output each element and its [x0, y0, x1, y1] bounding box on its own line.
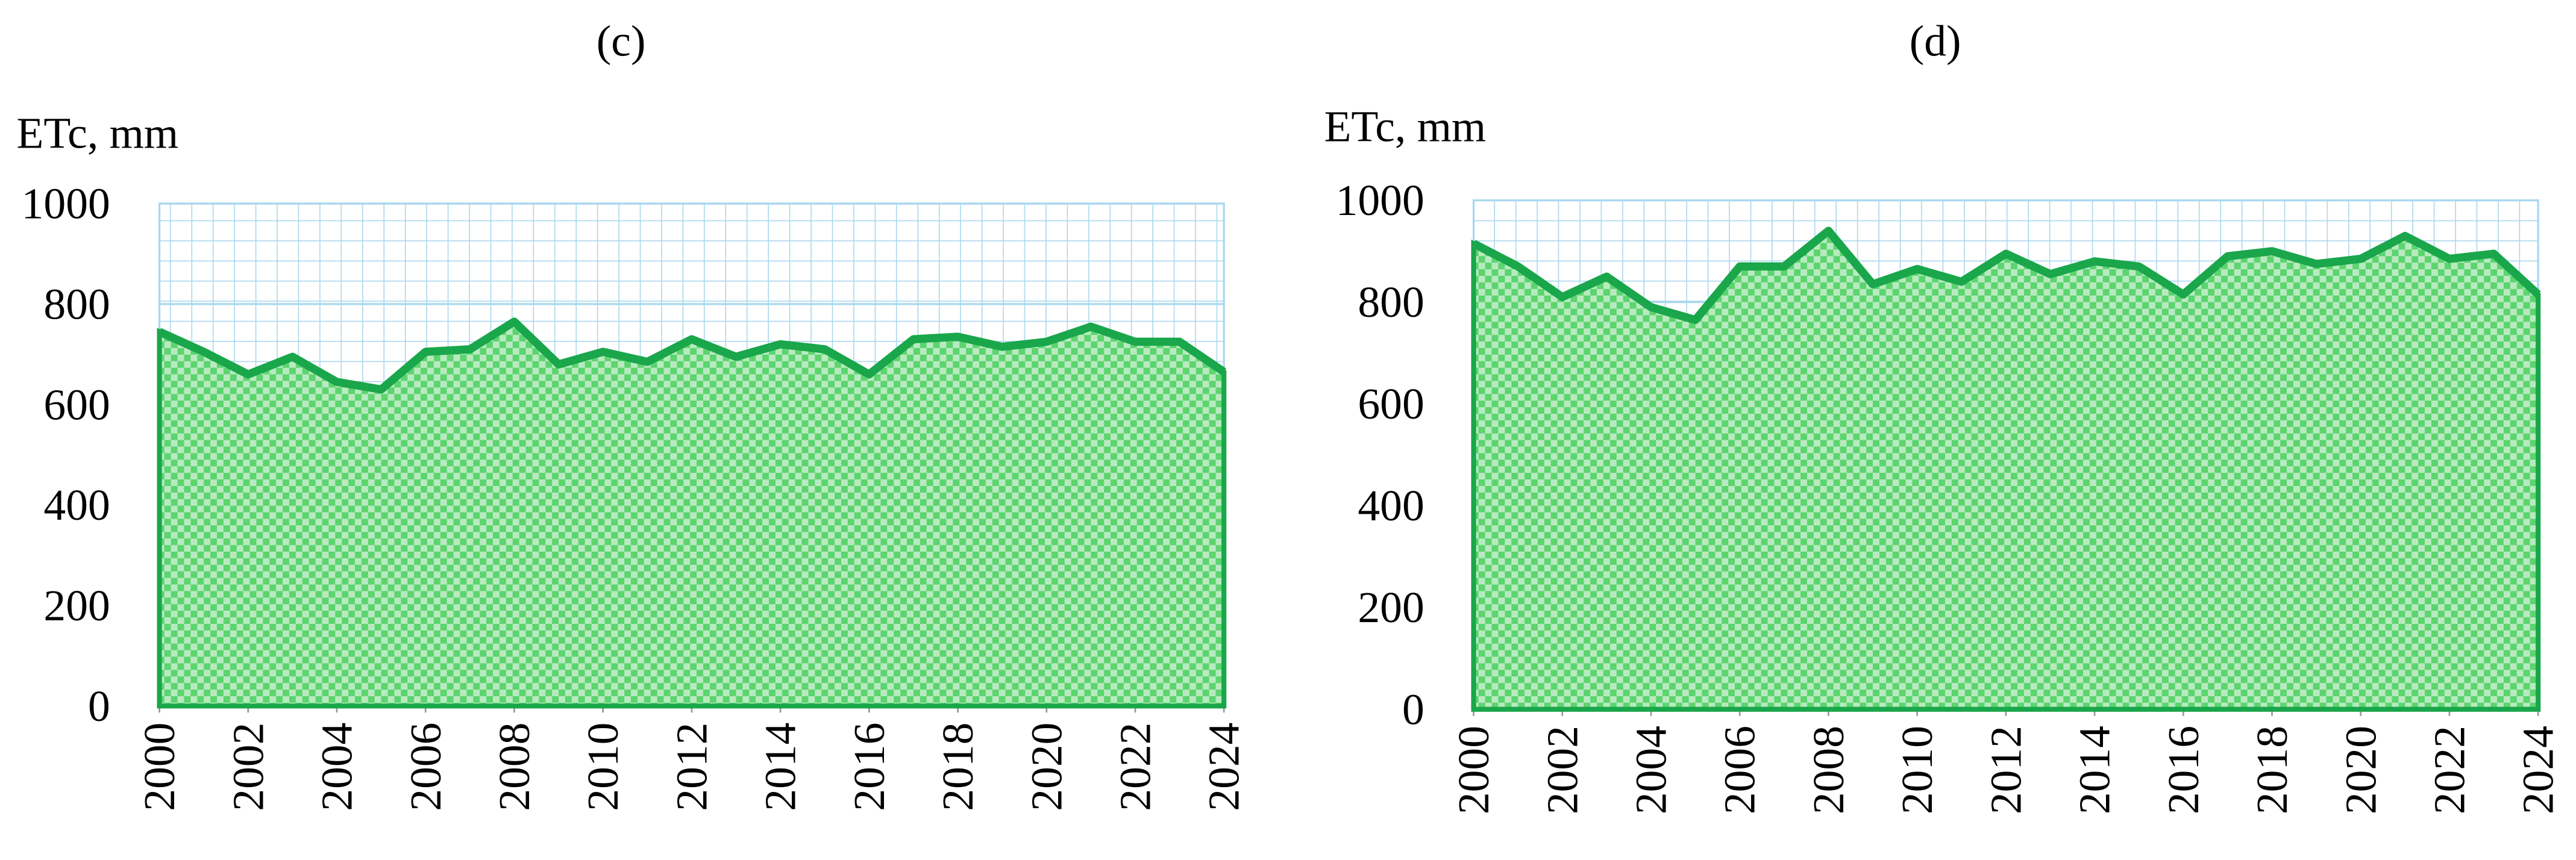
x-tick-label: 2020 — [1021, 723, 1071, 811]
y-tick-label: 400 — [1358, 481, 1424, 530]
x-tick-label: 2012 — [666, 723, 716, 811]
x-tick-label: 2006 — [401, 723, 450, 811]
x-tick-label: 2014 — [756, 723, 805, 811]
y-tick-label: 1000 — [22, 179, 110, 228]
x-tick-label: 2012 — [1981, 726, 2030, 814]
x-tick-label: 2016 — [2158, 726, 2208, 814]
x-tick-label: 2008 — [1804, 726, 1853, 814]
x-tick-label: 2010 — [578, 723, 627, 811]
x-tick-label: 2006 — [1715, 726, 1764, 814]
y-tick-label: 400 — [43, 480, 110, 529]
x-tick-label: 2018 — [2247, 726, 2296, 814]
y-tick-label: 1000 — [1336, 175, 1424, 225]
x-tick-label: 2004 — [1626, 726, 1676, 814]
y-tick-label: 0 — [88, 681, 110, 731]
x-tick-label: 2022 — [2424, 726, 2474, 814]
chart-title: (d) — [1910, 16, 1961, 66]
y-tick-label: 200 — [1358, 582, 1424, 632]
x-tick-label: 2002 — [1537, 726, 1587, 814]
area-line — [1471, 226, 2541, 325]
y-tick-label: 600 — [1358, 379, 1424, 428]
x-tick-label: 2004 — [312, 723, 362, 811]
x-tick-label: 2024 — [1199, 723, 1249, 811]
x-tick-label: 2024 — [2513, 726, 2563, 814]
y-axis-label: ETc, mm — [16, 108, 178, 157]
y-tick-label: 200 — [43, 581, 110, 630]
x-tick-label: 2010 — [1892, 726, 1941, 814]
area-fill — [1471, 227, 2541, 712]
x-tick-label: 2020 — [2336, 726, 2385, 814]
chart-title: (c) — [597, 16, 646, 66]
x-tick-label: 2022 — [1110, 723, 1159, 811]
area-fill — [157, 318, 1227, 709]
y-tick-label: 800 — [43, 279, 110, 328]
x-tick-label: 2000 — [134, 723, 184, 811]
area-line — [157, 317, 1227, 394]
x-tick-label: 2002 — [223, 723, 272, 811]
y-tick-label: 600 — [43, 379, 110, 429]
x-tick-label: 2014 — [2070, 726, 2119, 814]
x-tick-label: 2016 — [844, 723, 894, 811]
y-tick-label: 0 — [1402, 684, 1424, 734]
x-tick-label: 2018 — [933, 723, 982, 811]
y-axis-label: ETc, mm — [1324, 101, 1486, 151]
x-tick-label: 2008 — [489, 723, 539, 811]
y-tick-label: 800 — [1358, 277, 1424, 326]
x-tick-label: 2000 — [1449, 726, 1498, 814]
